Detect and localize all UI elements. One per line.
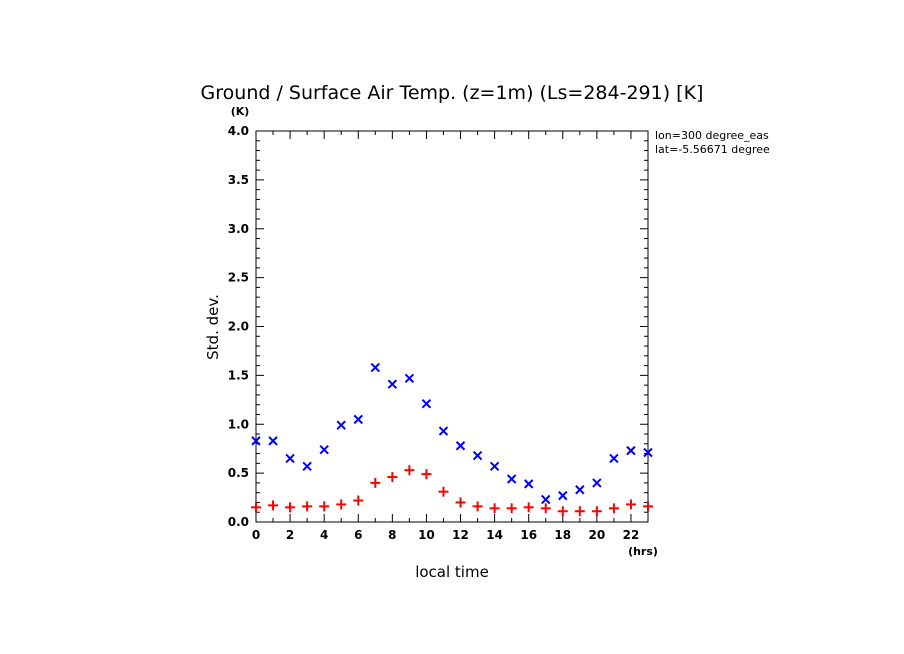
x-marker-point	[506, 474, 517, 484]
y-tick-label: 3.0	[228, 222, 249, 236]
plus-marker-point	[268, 500, 279, 511]
axes: 0 2 4 6 8 10 12 14 16 18 20 22 0.0 0.5 1.0 1.5 2.0 2.5 3.0…	[228, 124, 649, 542]
plus-marker-point	[353, 495, 364, 506]
x-tick-label: 22	[623, 528, 640, 542]
x-tick-label: 6	[354, 528, 362, 542]
plus-marker-point	[540, 503, 551, 514]
x-axis-label: local time	[415, 563, 489, 581]
x-tick-label: 0	[252, 528, 260, 542]
plus-marker-point	[506, 503, 517, 514]
y-unit-label: (K)	[231, 105, 250, 118]
x-marker-point	[268, 436, 278, 446]
x-tick-label: 10	[418, 528, 435, 542]
x-marker-point	[472, 450, 483, 461]
x-tick-label: 16	[520, 528, 537, 542]
x-marker-point	[523, 479, 534, 489]
plus-marker-point	[608, 503, 619, 514]
x-marker-point	[319, 444, 329, 455]
x-tick-label: 20	[589, 528, 606, 542]
x-marker-point	[643, 447, 653, 458]
plus-marker-point	[285, 502, 296, 513]
lat-annotation: lat=-5.56671 degree	[655, 143, 770, 156]
x-marker-point	[404, 373, 415, 384]
x-marker-point	[541, 494, 551, 505]
plus-marker-point	[251, 502, 261, 513]
plus-marker-point	[523, 502, 534, 513]
chart-title: Ground / Surface Air Temp. (z=1m) (Ls=28…	[201, 82, 704, 104]
x-marker-point	[285, 453, 295, 464]
plus-marker-point	[438, 486, 449, 497]
plus-marker-point	[472, 501, 483, 512]
plus-marker-point	[591, 506, 602, 517]
plus-marker-point	[625, 499, 636, 510]
y-tick-label: 2.5	[228, 271, 249, 285]
x-marker-point	[558, 490, 568, 501]
y-tick-label: 3.5	[228, 173, 249, 187]
plus-marker-point	[302, 501, 313, 512]
y-tick-label: 1.0	[228, 417, 249, 431]
plus-marker-point	[557, 506, 568, 517]
x-marker-point	[575, 485, 585, 495]
x-tick-label: 8	[388, 528, 396, 542]
plus-marker-point	[336, 499, 347, 510]
plus-marker-point	[574, 506, 585, 517]
x-unit-label: (hrs)	[628, 545, 658, 558]
plus-marker-point	[455, 497, 466, 508]
x-marker-point	[438, 426, 449, 436]
plus-marker-point	[370, 477, 381, 488]
x-marker-point	[592, 478, 602, 488]
x-marker-point	[609, 453, 619, 464]
x-tick-label: 18	[554, 528, 571, 542]
x-marker-point	[421, 399, 432, 409]
x-marker-point	[251, 436, 261, 446]
x-marker-point	[489, 461, 500, 471]
y-tick-label: 4.0	[228, 124, 249, 138]
plus-marker-point	[387, 472, 398, 483]
lon-annotation: lon=300 degree_eas	[655, 129, 769, 142]
y-tick-label: 0.0	[228, 515, 249, 529]
x-tick-label: 14	[486, 528, 503, 542]
x-marker-point	[302, 461, 312, 471]
y-tick-label: 0.5	[228, 466, 249, 480]
plus-marker-point	[421, 469, 432, 480]
plus-marker-point	[319, 501, 330, 512]
x-marker-point	[353, 414, 363, 425]
x-tick-label: 12	[452, 528, 469, 542]
x-marker-point	[370, 362, 381, 373]
plus-marker-point	[489, 503, 500, 514]
data-points	[251, 362, 653, 517]
y-tick-label: 1.5	[228, 368, 249, 382]
plus-marker-point	[404, 465, 415, 476]
y-axis-label: Std. dev.	[204, 294, 222, 360]
x-marker-point	[387, 379, 398, 389]
x-tick-label: 2	[286, 528, 294, 542]
x-marker-point	[626, 445, 636, 456]
y-tick-label: 2.0	[228, 320, 249, 334]
x-tick-label: 4	[320, 528, 328, 542]
plus-marker-point	[643, 501, 653, 512]
x-marker-point	[336, 420, 346, 430]
x-marker-point	[455, 441, 466, 451]
plot-frame	[255, 130, 649, 523]
